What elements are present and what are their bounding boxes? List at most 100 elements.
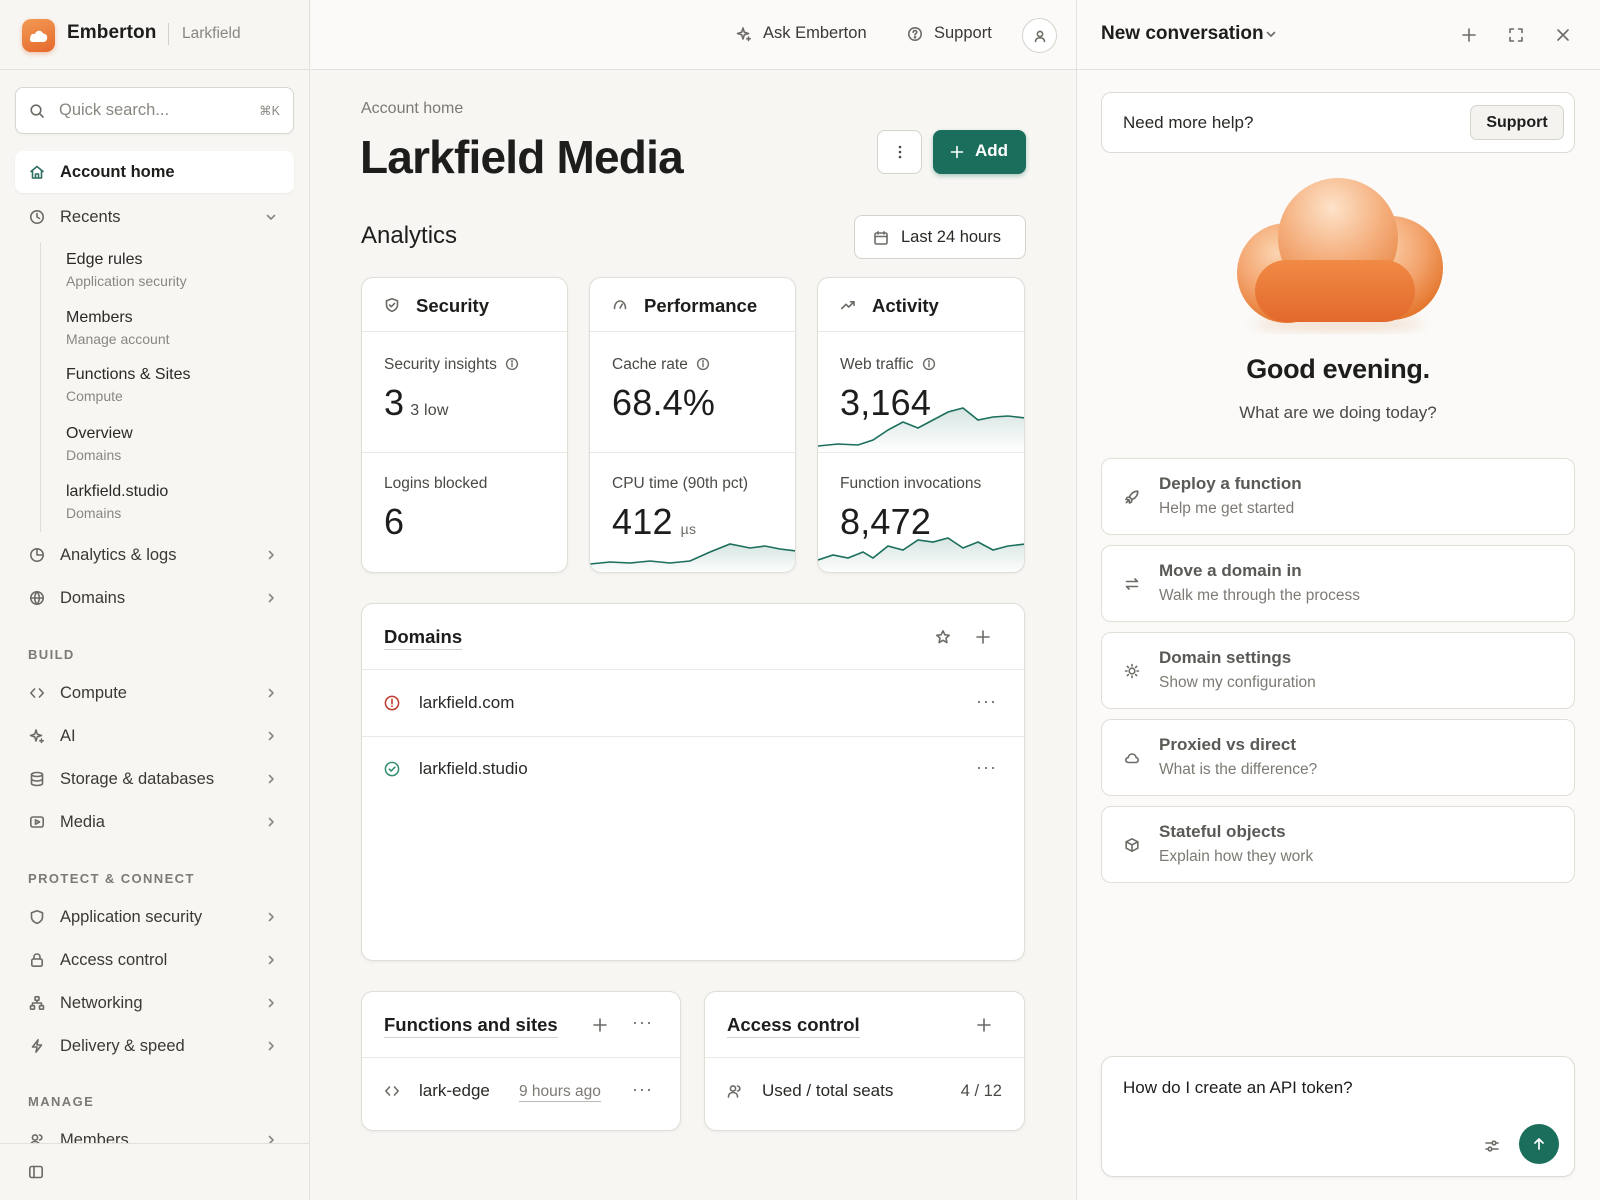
sidebar-item-media[interactable]: Media <box>15 801 294 843</box>
card-more-icon[interactable]: ··· <box>632 1012 653 1032</box>
star-icon[interactable] <box>935 629 951 645</box>
info-icon[interactable] <box>696 357 710 371</box>
domain-name[interactable]: larkfield.studio <box>419 759 528 778</box>
domain-row[interactable]: larkfield.studio ··· <box>362 737 1024 803</box>
suggestion-domain-settings[interactable]: Domain settings Show my configuration <box>1101 632 1575 709</box>
activity-card[interactable]: Activity Web traffic 3,164 Function invo… <box>817 277 1025 573</box>
security-card[interactable]: Security Security insights 3 3 low Logins… <box>361 277 568 573</box>
sidebar-item-storage-databases[interactable]: Storage & databases <box>15 758 294 800</box>
row-more-icon[interactable]: ··· <box>976 691 997 711</box>
metric-value: 6 <box>384 501 405 542</box>
row-more-icon[interactable]: ··· <box>632 1079 653 1099</box>
info-icon[interactable] <box>505 357 519 371</box>
sidebar-footer <box>0 1143 309 1200</box>
info-icon[interactable] <box>922 357 936 371</box>
sidebar-item-access-control[interactable]: Access control <box>15 939 294 981</box>
media-icon <box>29 816 44 828</box>
suggestion-title: Stateful objects <box>1159 822 1286 841</box>
plus-icon[interactable] <box>1461 27 1477 43</box>
clock-icon <box>30 210 44 224</box>
expand-icon[interactable] <box>1508 27 1524 43</box>
message-composer[interactable]: How do I create an API token? <box>1101 1056 1575 1177</box>
row-more-icon[interactable]: ··· <box>976 757 997 777</box>
sidebar-item-account-home[interactable]: Account home <box>15 151 294 193</box>
card-header: Access control <box>705 992 1024 1058</box>
sidebar-item-networking[interactable]: Networking <box>15 982 294 1024</box>
network-icon <box>29 995 45 1010</box>
bolt-icon <box>31 1039 43 1053</box>
support-button[interactable]: Support <box>1470 105 1564 140</box>
suggestion-deploy-function[interactable]: Deploy a function Help me get started <box>1101 458 1575 535</box>
metric-cache-rate[interactable]: Cache rate 68.4% <box>590 332 795 452</box>
recent-subtitle: Application security <box>66 273 187 289</box>
box-icon <box>1125 838 1139 852</box>
domain-row[interactable]: larkfield.com ··· <box>362 671 1024 737</box>
metric-divider <box>818 452 1024 453</box>
recent-item-overview[interactable]: Overview Domains <box>66 425 296 463</box>
conversation-title[interactable]: New conversation <box>1101 23 1264 44</box>
more-options-button[interactable] <box>877 130 922 174</box>
domain-name[interactable]: larkfield.com <box>419 693 515 712</box>
plus-icon[interactable] <box>592 1017 608 1033</box>
greeting: Good evening. <box>1246 354 1430 384</box>
sidebar-item-analytics-logs[interactable]: Analytics & logs <box>15 534 294 576</box>
access-control-card[interactable]: Access control Used / total seats 4 / 12 <box>704 991 1025 1131</box>
sidebar-item-ai[interactable]: AI <box>15 715 294 757</box>
domains-card[interactable]: Domains larkfield.com ··· larkfield.stud… <box>361 603 1025 961</box>
performance-card[interactable]: Performance Cache rate 68.4% CPU time (9… <box>589 277 796 573</box>
close-icon[interactable] <box>1555 27 1571 43</box>
metric-label-text: Security insights <box>384 356 497 373</box>
sidebar-item-label: Media <box>60 813 105 831</box>
recent-item-members[interactable]: Members Manage account <box>66 309 296 347</box>
transfer-icon <box>1125 578 1139 590</box>
sidebar-toggle-icon[interactable] <box>28 1164 44 1180</box>
chevron-down-icon <box>266 214 276 220</box>
metric-label-text: Cache rate <box>612 356 688 373</box>
chevron-down-icon[interactable] <box>1264 27 1278 41</box>
shield-icon <box>30 910 44 925</box>
seats-row[interactable]: Used / total seats 4 / 12 <box>705 1059 1024 1125</box>
recent-item-functions-sites[interactable]: Functions & Sites Compute <box>66 366 296 404</box>
card-title[interactable]: Domains <box>384 626 463 650</box>
metric-web-traffic[interactable]: Web traffic 3,164 <box>818 332 1024 452</box>
card-title[interactable]: Functions and sites <box>384 1014 558 1038</box>
composer-input[interactable]: How do I create an API token? <box>1123 1078 1353 1097</box>
sidebar-item-domains[interactable]: Domains <box>15 577 294 619</box>
account-switcher[interactable]: Larkfield <box>182 25 241 42</box>
card-title[interactable]: Access control <box>727 1014 860 1038</box>
recent-item-larkfield-studio[interactable]: larkfield.studio Domains <box>66 483 296 521</box>
emberton-logo-icon[interactable] <box>22 19 55 52</box>
suggestion-proxied-direct[interactable]: Proxied vs direct What is the difference… <box>1101 719 1575 796</box>
sidebar-item-recents[interactable]: Recents <box>15 196 294 238</box>
plus-icon[interactable] <box>976 1017 992 1033</box>
function-name[interactable]: lark-edge <box>419 1081 490 1100</box>
function-row[interactable]: lark-edge 9 hours ago ··· <box>362 1059 680 1125</box>
chevron-right-icon <box>268 688 274 698</box>
recent-item-edge-rules[interactable]: Edge rules Application security <box>66 251 296 289</box>
home-icon <box>30 165 44 179</box>
suggestion-stateful-objects[interactable]: Stateful objects Explain how they work <box>1101 806 1575 883</box>
functions-sites-card[interactable]: Functions and sites ··· lark-edge 9 hour… <box>361 991 681 1131</box>
sidebar-item-label: Networking <box>60 994 143 1012</box>
send-button[interactable] <box>1519 1124 1559 1164</box>
sidebar-item-compute[interactable]: Compute <box>15 672 294 714</box>
quick-search[interactable]: Quick search... ⌘K <box>15 87 294 134</box>
breadcrumb[interactable]: Account home <box>361 100 464 117</box>
sidebar-item-application-security[interactable]: Application security <box>15 896 294 938</box>
shield-check-icon <box>385 298 399 313</box>
sidebar-item-label: Access control <box>60 951 168 969</box>
sidebar-item-label: Recents <box>60 208 121 226</box>
add-button[interactable]: Add <box>933 130 1026 174</box>
gauge-icon <box>613 300 627 310</box>
plus-icon[interactable] <box>975 629 991 645</box>
sidebar-item-delivery-speed[interactable]: Delivery & speed <box>15 1025 294 1067</box>
suggestion-move-domain[interactable]: Move a domain in Walk me through the pro… <box>1101 545 1575 622</box>
settings-sliders-icon[interactable] <box>1484 1138 1500 1154</box>
search-icon <box>30 104 44 118</box>
metric-logins-blocked[interactable]: Logins blocked 6 <box>362 453 567 572</box>
user-avatar[interactable] <box>1022 18 1057 53</box>
metric-security-insights[interactable]: Security insights 3 3 low <box>362 332 567 452</box>
time-range-picker[interactable]: Last 24 hours <box>854 215 1026 259</box>
metric-function-invocations[interactable]: Function invocations 8,472 <box>818 453 1024 572</box>
metric-cpu-time[interactable]: CPU time (90th pct) 412 µs <box>590 453 795 572</box>
